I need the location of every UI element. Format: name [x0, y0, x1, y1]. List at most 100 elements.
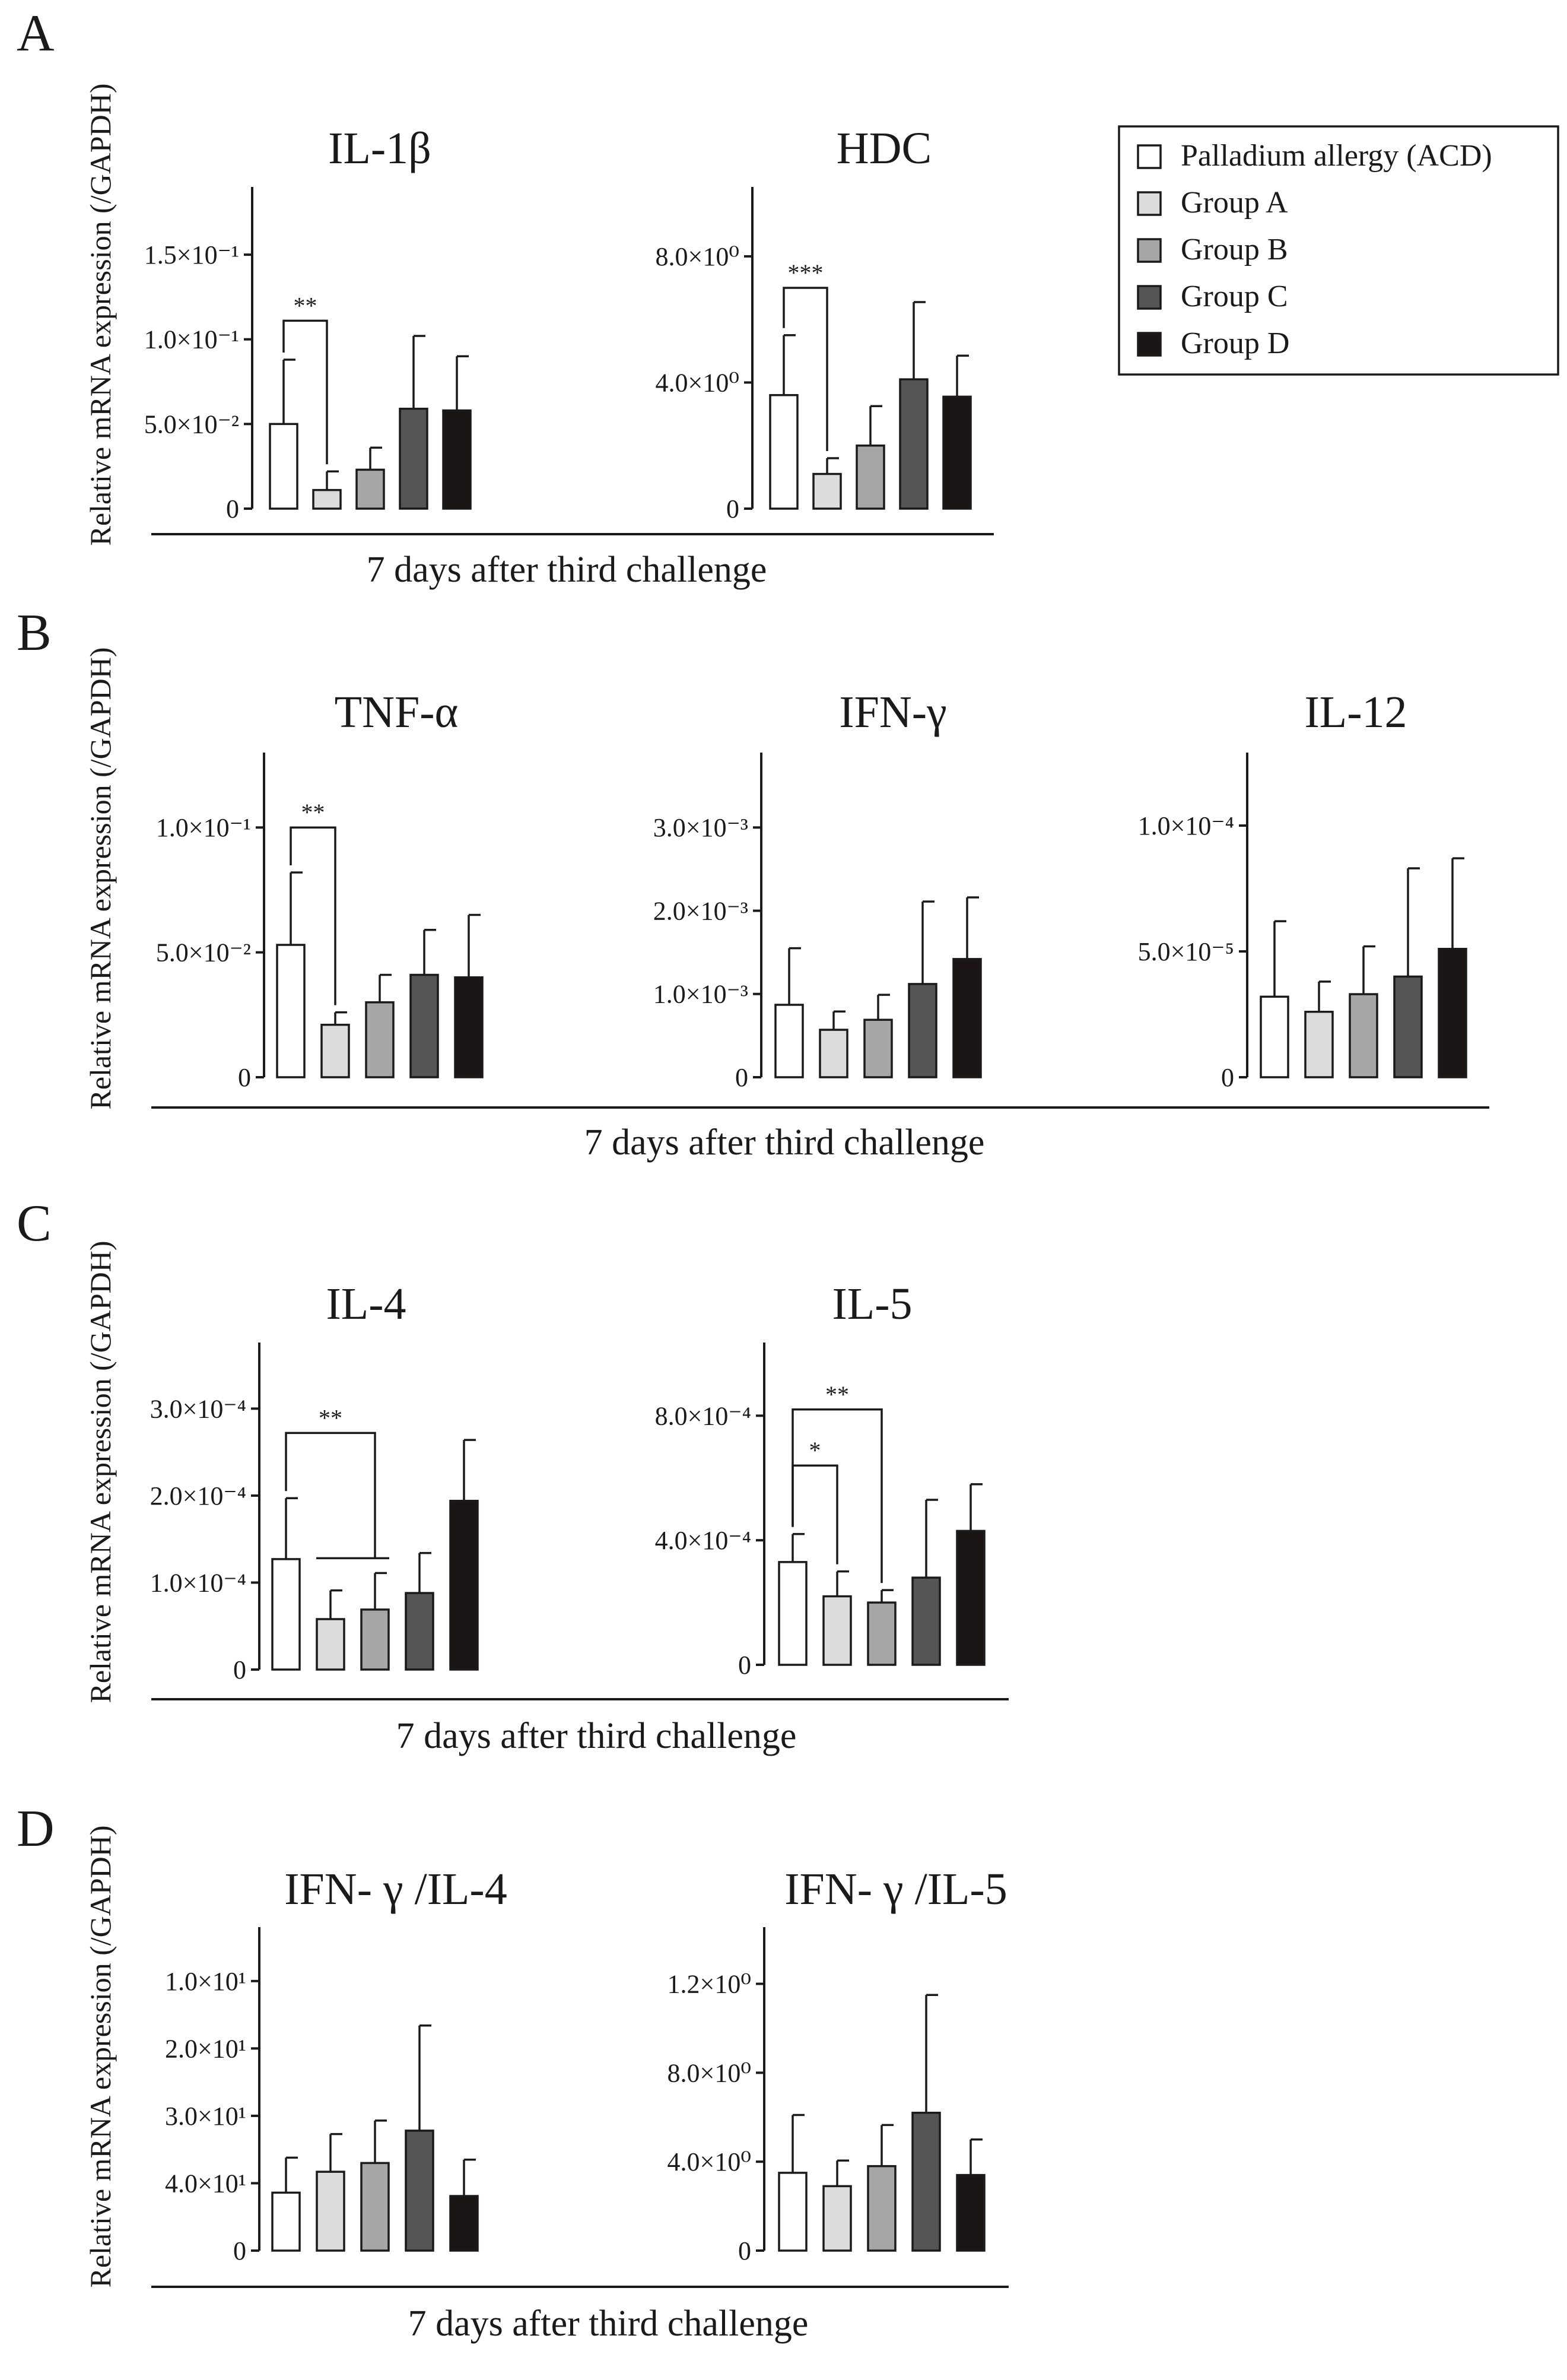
- y-tick-label-il-1: 0: [226, 494, 239, 523]
- bar-ifn-palladium-allergy-acd: [774, 1004, 804, 1078]
- chart-title-il-12: IL-12: [1304, 687, 1407, 737]
- chart-il-12: IL-12 0 5.0×10⁻⁵ 1.0×10⁻⁴: [1138, 687, 1467, 1092]
- xlabel-panel-d: 7 days after third challenge: [408, 2303, 809, 2344]
- significance-label-il-5: *: [809, 1437, 821, 1464]
- y-tick-label-hdc: 8.0×10⁰: [656, 242, 739, 271]
- y-tick-label-il-12: 1.0×10⁻⁴: [1138, 811, 1234, 840]
- chart-il-5: IL-504.0×10⁻⁴8.0×10⁻⁴***: [655, 1279, 986, 1680]
- bar-hdc-group-a: [812, 472, 842, 510]
- significance-label-il-1: **: [294, 292, 317, 319]
- chart-title-ifn-il-5: IFN- γ /IL-5: [784, 1864, 1007, 1914]
- bar-il-12-palladium-allergy-acd: [1260, 995, 1289, 1078]
- chart-title-il-1: IL-1β: [328, 123, 431, 173]
- y-tick-label-il-4: 0: [233, 1655, 246, 1684]
- legend-label-palladium-allergy-acd: Palladium allergy (ACD): [1181, 139, 1492, 173]
- significance-label-il-5: **: [825, 1381, 849, 1408]
- bar-ifn-group-b: [863, 1018, 893, 1078]
- significance-bracket-il-5: [792, 1408, 883, 1584]
- bar-ifn-group-d: [952, 958, 982, 1078]
- panel-letter-c: C: [17, 1195, 52, 1252]
- bar-il-12-group-d: [1438, 947, 1467, 1078]
- bar-ifn-il-4-group-d: [449, 2195, 479, 2252]
- legend-label-group-a: Group A: [1181, 186, 1288, 220]
- y-tick-label-ifn-il-4: 1.0×10¹: [165, 1967, 246, 1996]
- y-tick-label-tnf: 5.0×10⁻²: [156, 938, 251, 967]
- bar-ifn-il-5-group-b: [867, 2165, 897, 2252]
- significance-label-tnf: **: [301, 799, 325, 826]
- bar-ifn-group-a: [819, 1029, 848, 1078]
- significance-bracket-il-1: [282, 319, 328, 465]
- significance-label-hdc: ***: [788, 259, 824, 286]
- ylabel-panel-b: Relative mRNA expression (/GAPDH): [84, 647, 117, 1109]
- ylabel-panel-c: Relative mRNA expression (/GAPDH): [84, 1240, 117, 1703]
- legend-swatch-palladium-allergy-acd: [1137, 144, 1162, 169]
- chart-il-1b: IL-1β 0 5.0×10⁻² 1.0×10⁻¹ 1.5×10⁻¹ **: [144, 123, 472, 523]
- y-tick-label-ifn-il-4: 4.0×10¹: [165, 2169, 246, 2198]
- legend-box: [1118, 125, 1559, 376]
- y-tick-label-hdc: 4.0×10⁰: [656, 368, 739, 397]
- bar-il-4-group-d: [449, 1499, 479, 1671]
- bar-il-1-palladium-allergy-acd: [269, 423, 298, 510]
- chart-title-ifn-il-4: IFN- γ /IL-4: [284, 1864, 507, 1914]
- legend-label-group-c: Group C: [1181, 280, 1288, 313]
- y-tick-label-tnf: 1.0×10⁻¹: [156, 813, 251, 842]
- y-tick-label-ifn: 1.0×10⁻³: [653, 980, 748, 1009]
- y-tick-label-ifn: 0: [735, 1063, 748, 1092]
- y-tick-label-tnf: 0: [238, 1063, 251, 1092]
- bar-il-12-group-b: [1349, 993, 1378, 1078]
- legend-items: Palladium allergy (ACD) Group A Group B Gro…: [1137, 139, 1492, 360]
- y-tick-label-il-5: 4.0×10⁻⁴: [655, 1526, 751, 1555]
- bar-il-1-group-b: [355, 468, 385, 510]
- bar-il-5-group-b: [867, 1601, 897, 1666]
- bar-ifn-il-4-palladium-allergy-acd: [271, 2191, 301, 2252]
- legend-swatch-group-a: [1137, 191, 1162, 216]
- y-tick-label-il-1: 1.0×10⁻¹: [144, 325, 239, 354]
- bar-ifn-group-c: [908, 983, 937, 1078]
- bar-il-12-group-a: [1304, 1011, 1334, 1078]
- bar-il-5-group-a: [822, 1595, 852, 1666]
- bar-il-1-group-c: [399, 407, 428, 510]
- bar-hdc-group-c: [899, 378, 929, 510]
- bar-il-4-group-a: [316, 1618, 345, 1671]
- chart-title-tnf: TNF-α: [335, 687, 459, 737]
- y-tick-label-il-12: 5.0×10⁻⁵: [1138, 937, 1234, 966]
- legend-label-group-d: Group D: [1181, 326, 1289, 360]
- bar-ifn-il-5-group-a: [822, 2185, 852, 2252]
- significance-bracket-tnf: [290, 826, 336, 1005]
- chart-il-4: IL-4 0 1.0×10⁻⁴ 2.0×10⁻⁴ 3.0×10⁻⁴ **: [150, 1279, 479, 1684]
- xlabel-panel-c: 7 days after third challenge: [396, 1716, 797, 1756]
- bar-tnf-group-d: [454, 976, 484, 1078]
- bar-tnf-group-c: [409, 973, 439, 1078]
- bar-ifn-il-5-group-d: [956, 2173, 986, 2252]
- chart-title-il-4: IL-4: [326, 1279, 406, 1329]
- bar-ifn-il-5-palladium-allergy-acd: [778, 2172, 808, 2252]
- y-tick-label-il-12: 0: [1221, 1063, 1234, 1092]
- legend-swatch-group-c: [1137, 285, 1162, 310]
- y-tick-label-il-4: 2.0×10⁻⁴: [150, 1481, 246, 1510]
- significance-bracket-hdc: [783, 287, 828, 451]
- y-tick-label-ifn-il-4: 2.0×10¹: [165, 2034, 246, 2063]
- y-tick-label-hdc: 0: [726, 494, 739, 523]
- bar-il-5-group-c: [911, 1576, 941, 1666]
- panel-letter-b: B: [17, 604, 52, 662]
- y-tick-label-il-5: 8.0×10⁻⁴: [655, 1401, 751, 1430]
- chart-title-hdc: HDC: [837, 123, 932, 173]
- bar-ifn-il-4-group-c: [405, 2130, 434, 2252]
- legend-swatch-group-d: [1137, 332, 1162, 357]
- bar-ifn-il-5-group-c: [911, 2112, 941, 2252]
- bar-hdc-group-d: [942, 395, 972, 510]
- y-tick-label-ifn-il-5: 0: [738, 2236, 751, 2265]
- legend-label-group-b: Group B: [1181, 233, 1288, 266]
- chart-tnf-a: TNF-α 0 5.0×10⁻² 1.0×10⁻¹ **: [156, 687, 484, 1092]
- y-tick-label-ifn: 3.0×10⁻³: [653, 813, 748, 842]
- bar-tnf-group-a: [320, 1023, 350, 1078]
- y-tick-label-ifn-il-4: 0: [233, 2236, 246, 2265]
- legend-swatch-group-b: [1137, 238, 1162, 263]
- y-tick-label-il-1: 5.0×10⁻²: [144, 410, 239, 439]
- chart-title-ifn: IFN-γ: [839, 687, 946, 737]
- bar-il-12-group-c: [1393, 975, 1423, 1078]
- panel-letter-d: D: [17, 1800, 55, 1858]
- bar-hdc-palladium-allergy-acd: [769, 394, 799, 510]
- y-tick-label-ifn-il-5: 8.0×10⁰: [668, 2058, 751, 2087]
